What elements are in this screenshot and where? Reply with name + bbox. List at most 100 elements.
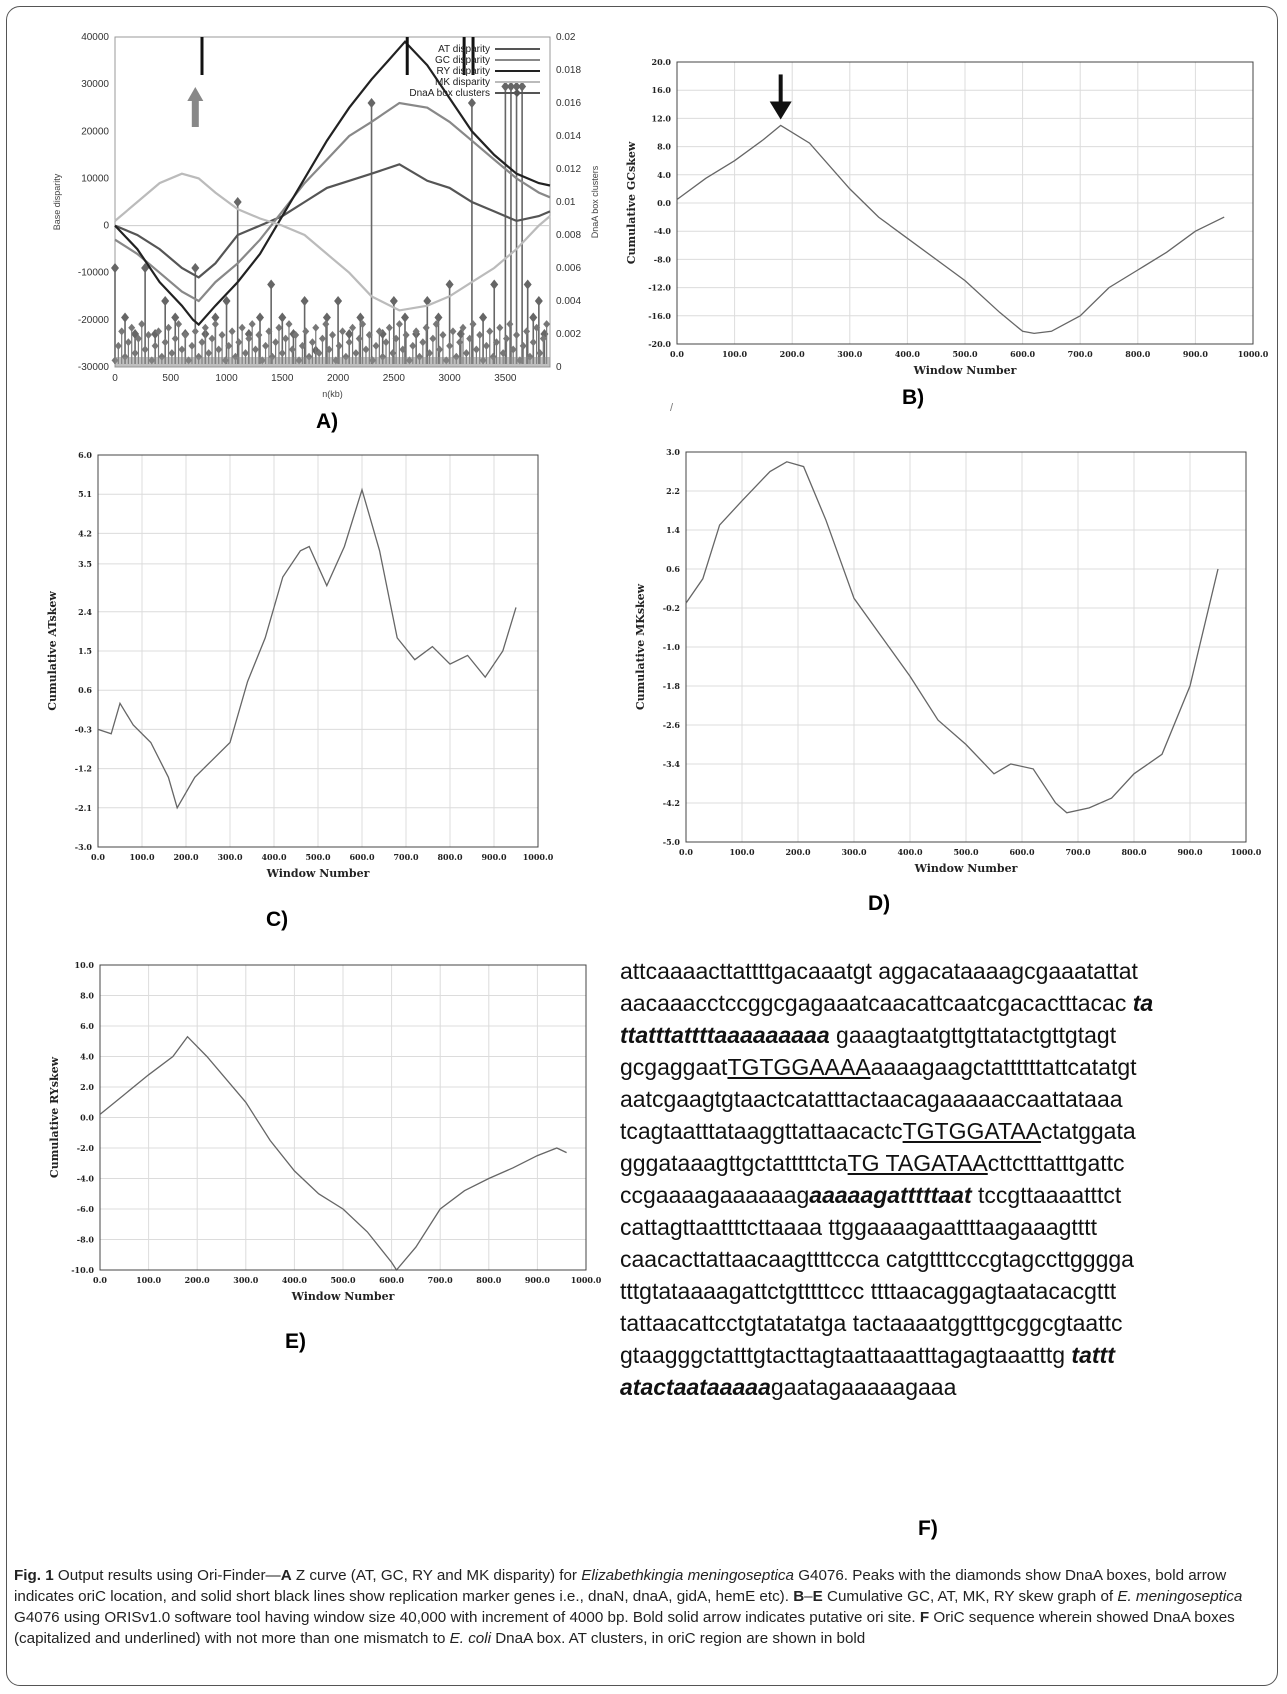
sequence-line: tttgtataaaagattctgtttttccc ttttaacaggagt… — [620, 1275, 1275, 1307]
y-tick-label: 0.0 — [80, 1113, 94, 1123]
dnaa-baseline-diamond — [329, 330, 336, 339]
dnaa-cluster-diamond — [211, 312, 220, 323]
skew-series-line — [97, 487, 517, 810]
dnaa-baseline-diamond — [472, 345, 480, 354]
dnaa-baseline-diamond — [134, 334, 142, 343]
x-tick-label: 1000.0 — [523, 852, 554, 862]
dnaa-cluster-diamond — [501, 81, 510, 92]
y-tick-label: -6.0 — [77, 1204, 95, 1214]
x-tick-label: 500.0 — [952, 349, 977, 359]
x-tick-label: 300.0 — [837, 349, 862, 359]
dnaa-baseline-diamond — [412, 327, 420, 336]
y-tick-label: 4.0 — [657, 170, 671, 180]
dnaa-baseline-diamond — [365, 330, 373, 339]
x-tick-label: 400.0 — [261, 852, 286, 862]
at-cluster-segment: tattt — [1071, 1342, 1115, 1368]
y2-tick-label: 0.018 — [556, 65, 581, 76]
sequence-segment: cattagttaattttcttaaaa ttggaaaagaattttaag… — [620, 1214, 1097, 1240]
dnaa-cluster-diamond — [121, 312, 130, 323]
panel-c-label: C) — [266, 908, 289, 931]
dnaa-cluster-diamond — [191, 263, 200, 273]
x-tick-label: 3500 — [494, 373, 517, 384]
dnaa-baseline-diamond — [345, 338, 353, 347]
dnaa-box-segment: TGTGGATAA — [902, 1118, 1042, 1144]
y-tick-label: -2.0 — [77, 1143, 95, 1153]
y2-tick-label: 0.02 — [556, 32, 576, 43]
sequence-segment: tattaacattcctgtatatatga tactaaaatggtttgc… — [620, 1310, 1123, 1336]
dnaa-cluster-diamond — [244, 329, 253, 339]
y2-tick-label: 0.002 — [556, 329, 581, 340]
y-tick-label: 12.0 — [652, 113, 672, 123]
sequence-line: gcgaggaatTGTGGAAAAaaaagaagctattttttattca… — [620, 1051, 1275, 1083]
panel-d-label: D) — [868, 892, 891, 915]
y-tick-label: -30000 — [78, 362, 110, 373]
dnaa-baseline-diamond — [462, 349, 470, 358]
caption-segment: G4076. Peaks with the diamonds show DnaA… — [14, 1567, 1227, 1605]
panel-c-at-skew-chart: 0.0 100.0 200.0 300.0 400.0 500.0 600.0 700.0 80… — [30, 445, 554, 905]
x-tick-label: 600.0 — [349, 852, 374, 862]
caption-segment: Cumulative GC, AT, MK, RY skew graph of — [822, 1588, 1118, 1605]
sequence-segment: gaatagaaaaagaaa — [770, 1374, 957, 1400]
skew-series-line — [685, 461, 1219, 814]
dnaa-baseline-diamond — [335, 341, 343, 350]
dnaa-baseline-diamond — [355, 334, 363, 343]
legend-label: DnaA box clusters — [409, 88, 490, 99]
dnaa-baseline-diamond — [389, 349, 397, 358]
x-axis-label: Window Number — [291, 1290, 395, 1303]
dnaa-baseline-diamond — [466, 334, 474, 343]
dnaa-baseline-diamond — [201, 323, 209, 332]
dnaa-baseline-diamond — [312, 323, 320, 332]
dnaa-baseline-diamond — [198, 338, 206, 347]
at-cluster-segment: ttatttattttaaaaaaaaa — [620, 1022, 830, 1048]
caption-segment: E — [812, 1588, 823, 1605]
dnaa-baseline-diamond — [165, 323, 173, 332]
y-tick-label: -20.0 — [648, 339, 671, 349]
dnaa-baseline-diamond — [436, 345, 444, 354]
x-tick-label: 0.0 — [91, 852, 105, 862]
sequence-line: ttatttattttaaaaaaaaa gaaagtaatgttgttatac… — [620, 1019, 1275, 1051]
x-tick-label: 100.0 — [729, 847, 754, 857]
dnaa-baseline-diamond — [242, 349, 249, 358]
x-tick-label: 400.0 — [895, 349, 920, 359]
disparity-series-line — [114, 101, 551, 303]
dnaa-baseline-diamond — [302, 327, 310, 336]
sequence-segment: gtaagggctatttgtacttagtaattaaatttagagtaaa… — [620, 1342, 1072, 1368]
dnaa-baseline-diamond — [539, 334, 547, 343]
dnaa-cluster-diamond — [334, 296, 343, 306]
dnaa-baseline-band — [115, 357, 550, 367]
dnaa-cluster-diamond — [506, 81, 515, 92]
dnaa-cluster-diamond — [345, 329, 354, 339]
dnaa-baseline-diamond — [285, 320, 293, 329]
dnaa-baseline-diamond — [375, 327, 383, 336]
dnaa-cluster-diamond — [300, 296, 309, 306]
dnaa-baseline-diamond — [161, 338, 169, 347]
oric-arrow-head — [187, 87, 204, 101]
dnaa-baseline-diamond — [395, 320, 403, 329]
dnaa-cluster-diamond — [389, 296, 398, 306]
dnaa-baseline-diamond — [482, 341, 490, 350]
dnaa-cluster-diamond — [434, 312, 443, 323]
panel-e-ry-skew-chart: 0.0 100.0 200.0 300.0 400.0 500.0 600.0 700.0 80… — [25, 955, 602, 1325]
y-tick-label: 20.0 — [652, 57, 672, 67]
dnaa-cluster-diamond — [111, 263, 119, 273]
x-tick-label: 1500 — [271, 373, 294, 384]
dnaa-baseline-diamond — [513, 330, 521, 339]
dnaa-cluster-diamond — [356, 312, 365, 323]
y2-tick-label: 0.012 — [556, 164, 581, 175]
panel-d-mk-skew-chart: 0.0 100.0 200.0 300.0 400.0 500.0 600.0 700.0 80… — [620, 440, 1262, 895]
dnaa-baseline-diamond — [141, 345, 149, 354]
x-tick-label: 500.0 — [953, 847, 978, 857]
dnaa-baseline-diamond — [503, 334, 510, 343]
dnaa-cluster-diamond — [518, 81, 527, 92]
dnaa-baseline-diamond — [456, 338, 464, 347]
x-tick-label: 800.0 — [1121, 847, 1146, 857]
sequence-segment: gggataaagttgctatttttcta — [620, 1150, 848, 1176]
dnaa-baseline-diamond — [208, 334, 216, 343]
dnaa-baseline-diamond — [496, 323, 504, 332]
dnaa-cluster-diamond — [512, 81, 521, 92]
sequence-line: gggataaagttgctatttttctaTG TAGATAActtcttt… — [620, 1147, 1275, 1179]
z-curve-svg: 0 500 1000 1500 2000 2500 3000 3500 -30000 -20000… — [52, 32, 600, 399]
x-tick-label: 200.0 — [785, 847, 810, 857]
legend-label: MK disparity — [435, 77, 490, 88]
y-tick-label: -1.2 — [75, 764, 92, 774]
